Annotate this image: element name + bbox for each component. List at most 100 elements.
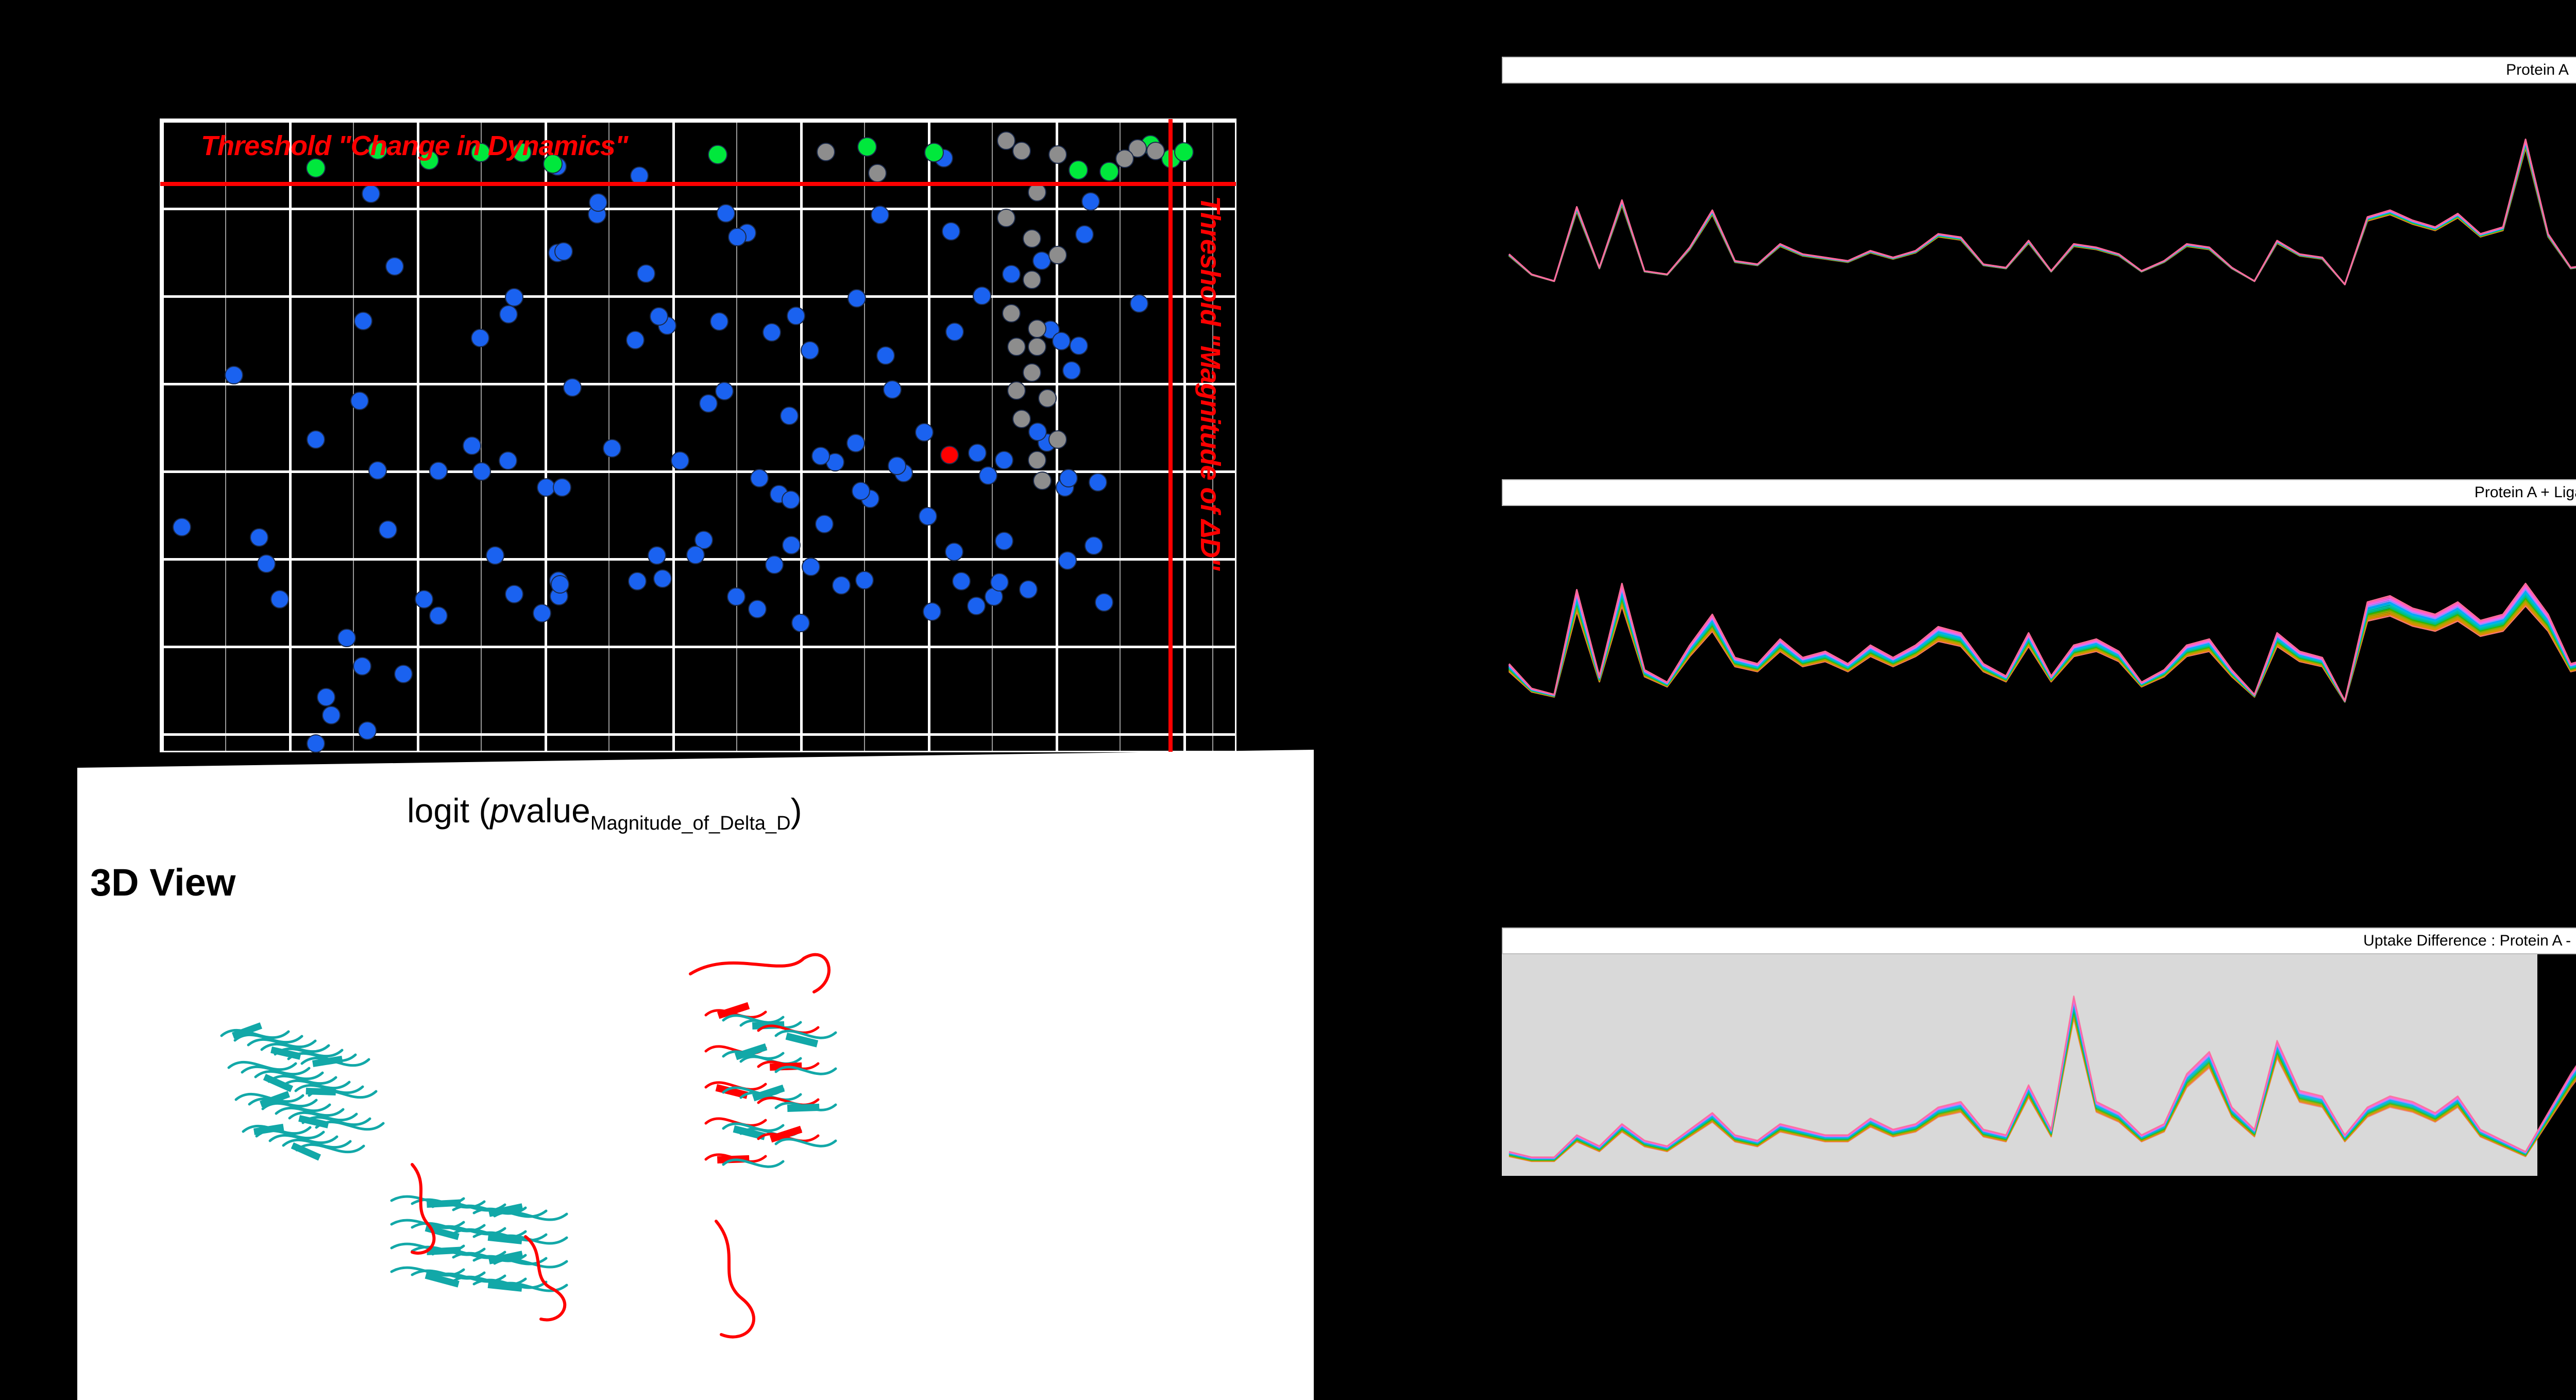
- volcano-data-point[interactable]: [1069, 336, 1088, 355]
- volcano-data-point[interactable]: [1002, 304, 1021, 323]
- volcano-data-point[interactable]: [378, 520, 397, 539]
- volcano-data-point[interactable]: [1002, 264, 1021, 283]
- volcano-data-point[interactable]: [1028, 319, 1046, 338]
- volcano-data-point[interactable]: [1059, 469, 1078, 488]
- volcano-data-point[interactable]: [1028, 423, 1047, 442]
- volcano-data-point[interactable]: [1048, 430, 1067, 449]
- volcano-data-point[interactable]: [919, 507, 938, 526]
- volcano-data-point[interactable]: [699, 394, 718, 413]
- volcano-data-point[interactable]: [358, 721, 377, 740]
- volcano-data-point[interactable]: [1089, 473, 1108, 492]
- volcano-data-point[interactable]: [394, 665, 413, 683]
- volcano-data-point[interactable]: [727, 227, 747, 246]
- volcano-data-point[interactable]: [1007, 381, 1026, 400]
- volcano-data-point[interactable]: [307, 430, 325, 449]
- volcano-data-point[interactable]: [270, 590, 289, 609]
- volcano-data-point[interactable]: [876, 346, 895, 365]
- volcano-data-point[interactable]: [967, 597, 986, 616]
- volcano-data-point[interactable]: [225, 365, 244, 384]
- volcano-data-point[interactable]: [972, 286, 991, 306]
- volcano-data-point[interactable]: [429, 606, 448, 626]
- volcano-data-point[interactable]: [994, 532, 1013, 551]
- volcano-data-point[interactable]: [463, 436, 482, 456]
- volcano-data-point[interactable]: [940, 446, 959, 464]
- volcano-data-point[interactable]: [307, 734, 325, 753]
- volcano-data-point[interactable]: [825, 452, 844, 471]
- volcano-data-point[interactable]: [1007, 338, 1026, 356]
- volcano-data-point[interactable]: [978, 466, 997, 485]
- volcano-data-point[interactable]: [924, 143, 944, 162]
- volcano-data-point[interactable]: [306, 158, 326, 178]
- volcano-data-point[interactable]: [543, 154, 563, 174]
- volcano-data-point[interactable]: [871, 206, 890, 225]
- volcano-data-point[interactable]: [1052, 331, 1071, 350]
- volcano-data-point[interactable]: [1146, 142, 1165, 160]
- volcano-data-point[interactable]: [984, 587, 1003, 606]
- volcano-data-point[interactable]: [250, 528, 268, 547]
- volcano-data-point[interactable]: [670, 451, 689, 470]
- volcano-data-point[interactable]: [883, 380, 902, 399]
- volcano-data-point[interactable]: [173, 518, 191, 536]
- volcano-data-point[interactable]: [504, 584, 523, 603]
- volcano-data-point[interactable]: [1038, 389, 1057, 408]
- volcano-data-point[interactable]: [868, 164, 887, 182]
- volcano-data-point[interactable]: [350, 392, 369, 411]
- volcano-data-point[interactable]: [815, 514, 834, 533]
- uptake-series-line[interactable]: [1508, 123, 2576, 285]
- volcano-data-point[interactable]: [653, 569, 672, 588]
- volcano-data-point[interactable]: [257, 554, 276, 574]
- volcano-data-point[interactable]: [647, 546, 666, 565]
- volcano-data-point[interactable]: [709, 312, 728, 331]
- volcano-data-point[interactable]: [990, 572, 1009, 592]
- volcano-data-point[interactable]: [1032, 251, 1051, 270]
- volcano-data-point[interactable]: [786, 306, 805, 325]
- volcano-data-point[interactable]: [1095, 593, 1114, 612]
- volcano-data-point[interactable]: [354, 311, 373, 330]
- volcano-data-point[interactable]: [855, 570, 874, 589]
- volcano-data-point[interactable]: [1048, 246, 1067, 264]
- volcano-data-point[interactable]: [944, 542, 963, 561]
- volcano-plot-area[interactable]: [160, 119, 1236, 753]
- volcano-data-point[interactable]: [1130, 294, 1149, 313]
- volcano-data-point[interactable]: [1048, 145, 1067, 164]
- volcano-data-point[interactable]: [552, 478, 571, 497]
- volcano-data-point[interactable]: [337, 629, 356, 647]
- volcano-data-point[interactable]: [419, 150, 439, 170]
- volcano-data-point[interactable]: [832, 576, 851, 595]
- volcano-data-point[interactable]: [1058, 551, 1077, 570]
- volcano-data-point[interactable]: [512, 143, 532, 162]
- volcano-data-point[interactable]: [811, 447, 830, 466]
- volcano-data-point[interactable]: [1012, 142, 1031, 160]
- volcano-data-point[interactable]: [317, 688, 335, 706]
- volcano-data-point[interactable]: [551, 575, 570, 594]
- volcano-data-point[interactable]: [362, 184, 381, 203]
- volcano-data-point[interactable]: [851, 482, 870, 501]
- volcano-data-point[interactable]: [504, 288, 523, 307]
- volcano-data-point[interactable]: [368, 461, 387, 480]
- volcano-data-point[interactable]: [848, 289, 867, 308]
- volcano-data-point[interactable]: [997, 131, 1015, 150]
- volcano-data-point[interactable]: [727, 587, 746, 606]
- volcano-data-point[interactable]: [385, 257, 404, 276]
- volcano-data-point[interactable]: [498, 451, 517, 470]
- volcano-data-point[interactable]: [887, 457, 906, 476]
- volcano-data-point[interactable]: [429, 461, 448, 480]
- volcano-data-point[interactable]: [941, 222, 960, 241]
- volcano-data-point[interactable]: [603, 439, 622, 458]
- volcano-data-point[interactable]: [589, 193, 608, 212]
- volcano-data-point[interactable]: [765, 555, 784, 575]
- volcano-data-point[interactable]: [499, 305, 518, 324]
- volcano-data-point[interactable]: [791, 613, 810, 632]
- volcano-data-point[interactable]: [762, 323, 782, 342]
- volcano-data-point[interactable]: [952, 572, 971, 591]
- volcano-data-point[interactable]: [997, 209, 1015, 227]
- volcano-data-point[interactable]: [995, 450, 1013, 469]
- volcano-data-point[interactable]: [472, 462, 492, 481]
- volcano-data-point[interactable]: [750, 469, 769, 488]
- volcano-data-point[interactable]: [1115, 149, 1134, 168]
- volcano-data-point[interactable]: [1019, 580, 1038, 599]
- volcano-data-point[interactable]: [1174, 142, 1194, 162]
- volcano-data-point[interactable]: [779, 407, 799, 426]
- volcano-data-point[interactable]: [650, 307, 669, 326]
- volcano-data-point[interactable]: [1075, 225, 1094, 244]
